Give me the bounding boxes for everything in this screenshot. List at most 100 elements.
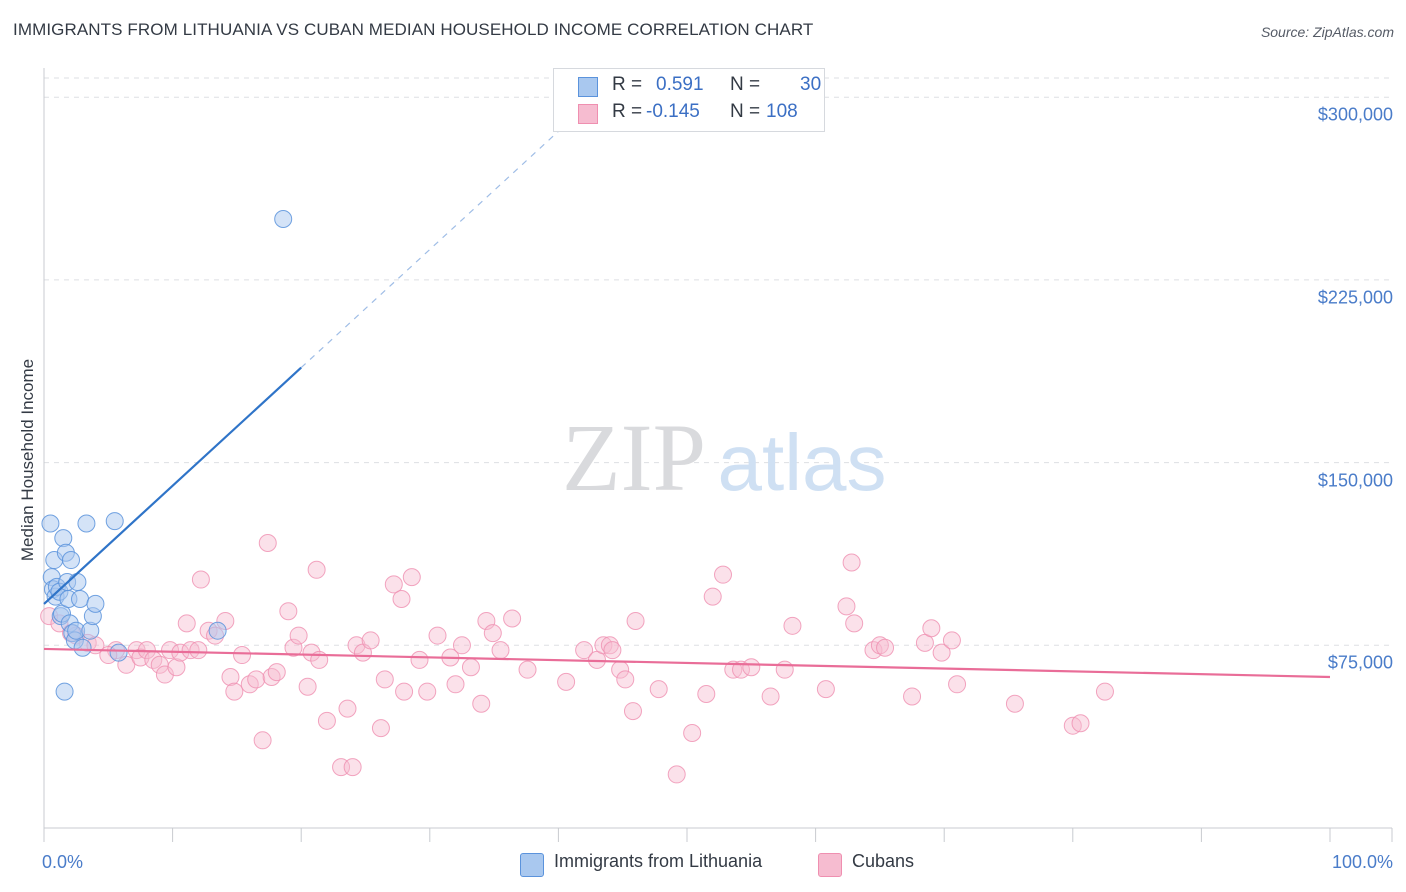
cubans-point (942, 631, 961, 650)
cubans-point (191, 570, 210, 589)
cubans-point (267, 663, 286, 682)
lithuania-point (77, 514, 96, 533)
legend-swatch-cubans (578, 104, 598, 124)
cubans-point (410, 650, 429, 669)
cubans-point (167, 658, 186, 677)
cubans-point (724, 660, 743, 679)
y-tick-label: $150,000 (1317, 470, 1393, 491)
cubans-point (418, 682, 437, 701)
cubans-point (783, 616, 802, 635)
cubans-point (1095, 682, 1114, 701)
cubans-point (491, 641, 510, 660)
watermark-atlas: atlas (718, 418, 887, 507)
cubans-point (347, 636, 366, 655)
lithuania-point (41, 514, 60, 533)
cubans-point (714, 565, 733, 584)
r-label: R = (612, 101, 643, 122)
cubans-point (518, 660, 537, 679)
cubans-point (317, 711, 336, 730)
watermark-zip: ZIP (562, 404, 706, 511)
lithuania-point (55, 682, 74, 701)
cubans-point (289, 626, 308, 645)
cubans-point (392, 590, 411, 609)
cubans-point (697, 685, 716, 704)
cubans-point (775, 660, 794, 679)
cubans-point (371, 719, 390, 738)
legend-swatch-cubans (818, 853, 842, 877)
n-label: N = (730, 74, 761, 95)
correlation-legend: R = 0.591 N = 30 R = -0.145 N = 108 (553, 68, 825, 132)
x-tick-label-min: 0.0% (42, 852, 84, 872)
r-value: 0.591 (656, 74, 704, 95)
cubans-point (279, 602, 298, 621)
cubans-point (302, 643, 321, 662)
cubans-point (557, 672, 576, 691)
n-value: 108 (766, 101, 798, 122)
lithuania-point (81, 621, 100, 640)
lithuania-trend-line (43, 366, 302, 605)
n-value: 30 (800, 74, 822, 95)
lithuania-point (62, 551, 81, 570)
cubans-point (575, 641, 594, 660)
cubans-point (922, 619, 941, 638)
cubans-point (603, 641, 622, 660)
cubans-point (503, 609, 522, 628)
cubans-point (948, 675, 967, 694)
lithuania-points (41, 210, 293, 701)
cubans-point (375, 670, 394, 689)
legend-label-lithuania: Immigrants from Lithuania (554, 851, 763, 871)
legend-swatch-lithuania (578, 77, 598, 97)
lithuania-trend-extension (300, 107, 585, 369)
cubans-point (428, 626, 447, 645)
cubans-point (384, 575, 403, 594)
cubans-point (395, 682, 414, 701)
cubans-point (932, 643, 951, 662)
cubans-point (683, 724, 702, 742)
trend-lines (43, 107, 1331, 679)
chart-title: IMMIGRANTS FROM LITHUANIA VS CUBAN MEDIA… (13, 20, 814, 39)
r-label: R = (612, 74, 643, 95)
cubans-point (452, 636, 471, 655)
lithuania-point (71, 590, 90, 609)
watermark: ZIP atlas (562, 404, 886, 511)
cubans-point (845, 614, 864, 633)
cubans-point (1071, 714, 1090, 733)
x-tick-label-max: 100.0% (1331, 852, 1393, 872)
cubans-point (177, 614, 196, 633)
cubans-point (472, 694, 491, 713)
r-value: -0.145 (646, 101, 700, 122)
cubans-point (307, 560, 326, 579)
y-tick-label: $300,000 (1317, 104, 1393, 125)
cubans-point (181, 641, 200, 660)
cubans-point (446, 675, 465, 694)
lithuania-point (274, 210, 293, 229)
n-label: N = (730, 101, 761, 122)
cubans-point (361, 631, 380, 650)
cubans-point (876, 638, 895, 657)
cubans-point (258, 534, 277, 552)
cubans-point (225, 682, 244, 701)
cubans-point (262, 667, 281, 686)
cubans-trend-line (43, 647, 1331, 679)
cubans-point (761, 687, 780, 706)
cubans-points (40, 534, 1114, 784)
cubans-point (402, 568, 421, 587)
legend-swatch-lithuania (520, 853, 544, 877)
legend-label-cubans: Cubans (852, 851, 915, 871)
cubans-point (233, 646, 252, 665)
cubans-point (155, 665, 174, 684)
cubans-point (742, 658, 761, 677)
cubans-point (247, 670, 266, 689)
lithuania-point (73, 638, 92, 657)
cubans-point (703, 587, 722, 606)
cubans-point (626, 611, 645, 630)
cubans-point (253, 731, 272, 750)
cubans-point (161, 641, 180, 660)
cubans-point (732, 660, 751, 679)
cubans-point (600, 636, 619, 655)
grid-lines (44, 77, 1392, 646)
cubans-point (284, 638, 303, 657)
axes (43, 68, 1393, 842)
cubans-point (1005, 694, 1024, 713)
cubans-point (594, 636, 613, 655)
